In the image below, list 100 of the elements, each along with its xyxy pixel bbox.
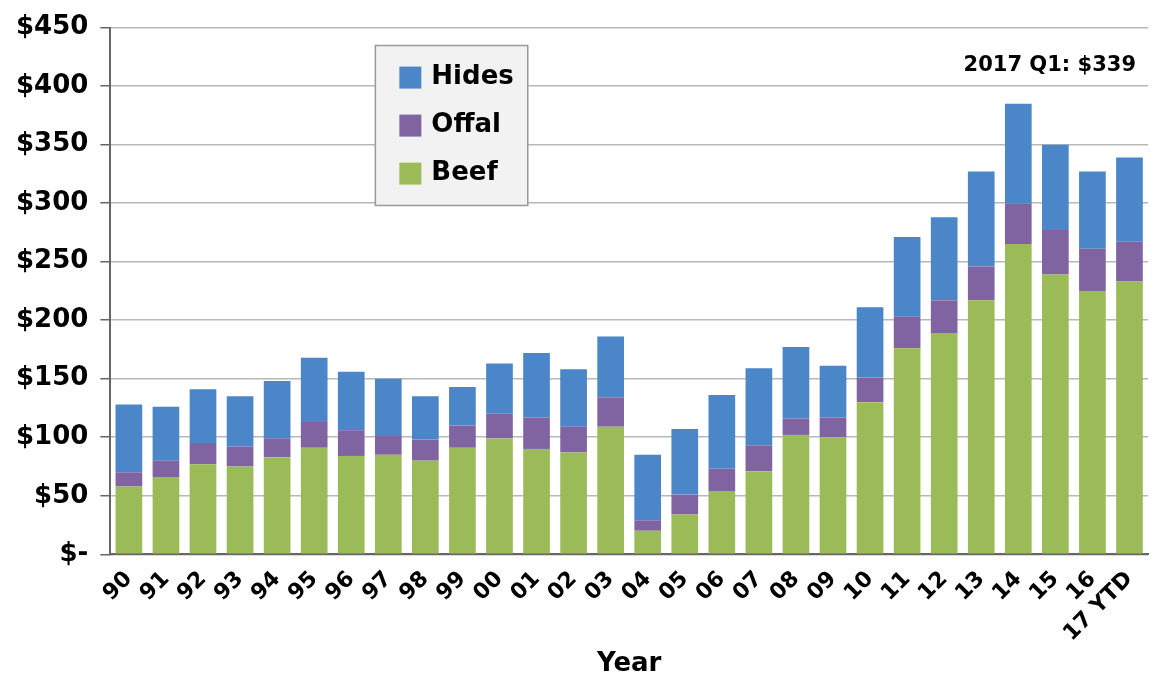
bar <box>893 316 921 349</box>
x-tick-label: 08 <box>764 565 804 605</box>
bar <box>856 377 884 403</box>
bar <box>337 430 365 456</box>
bar <box>523 417 550 449</box>
bar <box>1079 248 1106 291</box>
bar <box>1079 171 1106 249</box>
bar <box>1042 144 1069 231</box>
bar <box>337 371 365 431</box>
bar <box>893 237 921 317</box>
bar <box>782 418 810 435</box>
x-tick-label: 14 <box>986 565 1026 605</box>
x-tick-label: 98 <box>393 565 433 605</box>
x-tick-label: 94 <box>245 565 285 605</box>
bar <box>819 365 847 418</box>
bar <box>745 445 773 472</box>
bar <box>226 466 254 554</box>
bar <box>634 530 662 554</box>
bar <box>782 347 810 419</box>
bar <box>486 363 513 414</box>
x-tick-label: 92 <box>171 565 211 605</box>
y-tick-label: $100 <box>15 419 89 450</box>
bar <box>1004 244 1032 554</box>
x-tick-label: 06 <box>690 565 730 605</box>
bar <box>671 514 699 554</box>
y-tick-label: $150 <box>15 361 89 392</box>
annotation: 2017 Q1: $339 <box>963 52 1136 77</box>
bar <box>708 468 736 492</box>
bar <box>708 491 736 554</box>
bar <box>1042 274 1069 554</box>
bar <box>226 446 254 467</box>
legend-label: Offal <box>431 108 501 139</box>
bar <box>1042 230 1069 275</box>
bar <box>671 429 699 495</box>
bar <box>300 357 328 423</box>
bar <box>337 455 365 554</box>
y-tick-label: $200 <box>15 302 89 333</box>
bar <box>263 381 291 439</box>
bar <box>152 460 180 478</box>
bar <box>671 494 699 515</box>
bar <box>745 368 773 446</box>
y-tick-label: $- <box>59 537 89 568</box>
x-tick-label: 05 <box>653 565 693 605</box>
x-tick-label: 11 <box>875 565 915 605</box>
bar <box>374 454 402 554</box>
bar <box>449 447 476 554</box>
bar <box>374 378 402 437</box>
bar <box>523 352 550 418</box>
x-tick-label: 10 <box>838 565 878 605</box>
bar <box>967 300 995 554</box>
legend-label: Beef <box>431 156 499 187</box>
x-tick-label: 13 <box>949 565 989 605</box>
bar <box>115 404 143 473</box>
x-tick-label: 93 <box>208 565 248 605</box>
bar <box>115 472 143 487</box>
bar <box>634 454 662 521</box>
y-tick-label: $350 <box>15 127 89 158</box>
x-tick-label: 90 <box>97 565 137 605</box>
bar <box>412 396 439 440</box>
bar <box>893 348 921 554</box>
y-tick-label: $250 <box>15 244 89 275</box>
bar <box>115 486 143 554</box>
bar <box>226 396 254 447</box>
bar <box>560 426 587 453</box>
x-tick-label: 07 <box>727 565 767 605</box>
bar <box>189 389 217 444</box>
bar <box>263 457 291 554</box>
bar <box>523 448 550 554</box>
bar <box>189 464 217 554</box>
bar <box>560 369 587 427</box>
x-tick-label: 09 <box>801 565 841 605</box>
y-tick-label: $300 <box>15 185 89 216</box>
bar <box>856 307 884 378</box>
bar <box>300 447 328 554</box>
bar <box>189 443 217 465</box>
bar <box>597 426 624 554</box>
bar <box>819 437 847 554</box>
y-tick-label: $50 <box>34 478 89 509</box>
legend-label: Hides <box>431 60 514 91</box>
bar <box>412 439 439 461</box>
bar <box>1004 203 1032 245</box>
bar <box>449 386 476 426</box>
bar <box>412 460 439 554</box>
bar <box>782 434 810 554</box>
bar <box>1116 281 1143 554</box>
bar <box>819 417 847 438</box>
bar <box>967 171 995 267</box>
x-tick-label: 12 <box>912 565 952 605</box>
x-tick-label: 99 <box>430 565 470 605</box>
bar <box>300 422 328 448</box>
bar <box>560 452 587 554</box>
bar <box>634 520 662 531</box>
bar <box>1116 157 1143 242</box>
bar <box>597 336 624 398</box>
bar <box>930 300 958 334</box>
bar <box>597 397 624 427</box>
bar <box>967 266 995 301</box>
bar <box>1004 103 1032 204</box>
y-tick-label: $450 <box>15 10 89 41</box>
bar <box>708 395 736 469</box>
